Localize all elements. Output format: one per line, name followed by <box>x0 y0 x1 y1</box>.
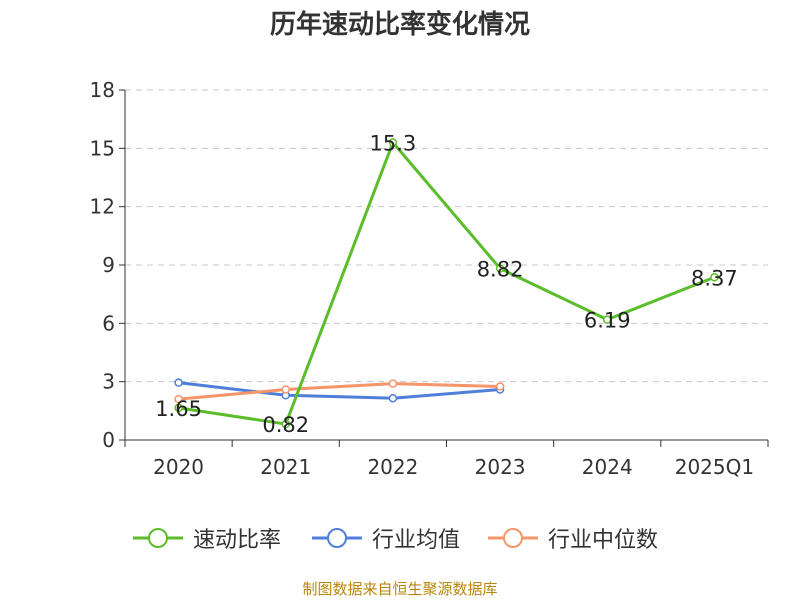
x-tick-label-3: 2023 <box>475 455 526 479</box>
legend-marker-icon <box>133 528 183 548</box>
legend-item-0: 速动比率 <box>133 520 281 556</box>
legend-label: 速动比率 <box>193 528 282 553</box>
series-2-point-0 <box>174 394 183 404</box>
x-tick-label-0: 2020 <box>153 455 204 479</box>
series-0-point-1 <box>281 419 290 429</box>
data-label-4: 6.19 <box>584 309 631 333</box>
series-1-point-0 <box>174 378 183 387</box>
data-label-0: 1.65 <box>155 397 202 421</box>
x-tick-label-2: 2022 <box>367 455 418 479</box>
series-line-1 <box>178 381 501 400</box>
data-label-3: 8.82 <box>477 258 524 282</box>
series-2-point-3 <box>495 382 505 391</box>
legend-marker-icon <box>488 528 538 548</box>
y-tick-label-0: 0 <box>102 428 115 452</box>
y-tick-label-2: 6 <box>102 311 115 335</box>
series-0-point-5 <box>710 273 719 282</box>
series-line-2 <box>178 382 501 401</box>
legend-item-1: 行业均值 <box>312 520 460 556</box>
legend-marker-icon <box>312 528 362 548</box>
series-2-point-1 <box>281 385 290 394</box>
y-tick-label-1: 3 <box>102 370 115 394</box>
x-tick-label-4: 2024 <box>582 455 633 479</box>
y-tick-label-4: 12 <box>90 195 115 219</box>
source-note: 制图数据来自恒生聚源数据库 <box>302 580 498 598</box>
legend-item-2: 行业中位数 <box>488 520 658 556</box>
chart-legend: 速动比率 行业均值 行业中位数 <box>0 520 800 556</box>
data-label-5: 8.37 <box>691 266 738 290</box>
series-2-point-2 <box>388 379 398 388</box>
series-0-point-3 <box>495 264 505 273</box>
legend-label: 行业均值 <box>372 528 461 553</box>
x-tick-label-5: 2025Q1 <box>675 455 754 479</box>
series-0-point-0 <box>174 403 183 413</box>
series-1-point-2 <box>388 393 398 403</box>
y-tick-label-3: 9 <box>102 253 115 277</box>
data-label-1: 0.82 <box>262 413 309 437</box>
x-tick-label-1: 2021 <box>260 455 311 479</box>
legend-label: 行业中位数 <box>548 528 659 553</box>
data-label-2: 15.3 <box>370 132 417 156</box>
y-tick-label-6: 18 <box>90 78 115 102</box>
series-0-point-2 <box>388 138 398 147</box>
y-tick-label-5: 15 <box>90 136 115 160</box>
series-0-point-4 <box>603 315 612 324</box>
series-line-0 <box>178 141 715 426</box>
chart-title: 历年速动比率变化情况 <box>269 10 530 40</box>
